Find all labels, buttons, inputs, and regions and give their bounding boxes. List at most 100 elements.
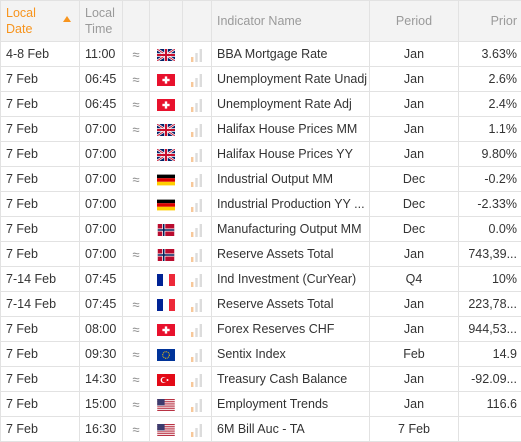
row-period: Jan [369,291,459,317]
row-importance [182,366,212,392]
table-row[interactable]: 7 Feb 15:00 ≈ Employment Trends Jan 116.6 [0,391,521,417]
row-importance [182,66,212,92]
row-indicator-name[interactable]: Treasury Cash Balance [211,366,370,392]
header-period[interactable]: Period [369,0,459,42]
row-period: Q4 [369,266,459,292]
row-local-time: 07:00 [79,216,123,242]
row-period: Jan [369,41,459,67]
table-row[interactable]: 7 Feb 07:00 ≈ Halifax House Prices MM Jan 1.1… [0,116,521,142]
uk-flag-icon [157,148,175,161]
row-indicator-name[interactable]: Halifax House Prices MM [211,116,370,142]
header-local-time[interactable]: Local Time [79,0,123,42]
volatility-icon: ≈ [132,396,140,412]
row-local-time: 16:30 [79,416,123,442]
switzerland-flag-icon [157,98,175,111]
importance-bars-icon [191,221,203,237]
row-local-date: 7 Feb [0,91,80,117]
row-local-date: 7-14 Feb [0,291,80,317]
row-local-date: 7 Feb [0,66,80,92]
row-local-time: 07:00 [79,191,123,217]
row-prior: 9.80% [458,141,521,167]
table-row[interactable]: 7 Feb 07:00 Industrial Production YY ... De… [0,191,521,217]
row-local-time: 06:45 [79,66,123,92]
importance-bars-icon [191,71,203,87]
row-importance [182,241,212,267]
table-row[interactable]: 7 Feb 07:00 Manufacturing Output MM Dec 0.0% [0,216,521,242]
row-indicator-name[interactable]: Sentix Index [211,341,370,367]
row-local-time: 14:30 [79,366,123,392]
row-prior: 2.4% [458,91,521,117]
row-prior: 223,78... [458,291,521,317]
table-row[interactable]: 7 Feb 09:30 ≈ Sentix Index Feb 14.9 [0,341,521,367]
row-indicator-name[interactable]: Employment Trends [211,391,370,417]
row-volatility [122,191,150,217]
row-volatility [122,141,150,167]
header-prior[interactable]: Prior [458,0,521,42]
row-country [149,116,183,142]
table-row[interactable]: 7 Feb 07:00 ≈ Reserve Assets Total Jan 743,39… [0,241,521,267]
row-prior [458,416,521,442]
importance-bars-icon [191,421,203,437]
volatility-icon: ≈ [132,96,140,112]
row-indicator-name[interactable]: Unemployment Rate Adj [211,91,370,117]
row-volatility: ≈ [122,116,150,142]
table-row[interactable]: 7 Feb 07:00 ≈ Industrial Output MM Dec -0.2% [0,166,521,192]
table-row[interactable]: 7 Feb 06:45 ≈ Unemployment Rate Adj Jan 2.4% [0,91,521,117]
row-local-date: 7 Feb [0,316,80,342]
row-indicator-name[interactable]: Forex Reserves CHF [211,316,370,342]
table-row[interactable]: 7-14 Feb 07:45 Ind Investment (CurYear) Q4 1… [0,266,521,292]
row-indicator-name[interactable]: BBA Mortgage Rate [211,41,370,67]
table-row[interactable]: 7 Feb 16:30 ≈6M Bill Auc - TA 7 Feb [0,416,521,442]
header-local-date[interactable]: Local Date [0,0,80,42]
row-volatility: ≈ [122,91,150,117]
header-indicator-name-label: Indicator Name [217,14,302,28]
row-period: Feb [369,341,459,367]
row-indicator-name[interactable]: Manufacturing Output MM [211,216,370,242]
row-importance [182,316,212,342]
row-local-time: 07:00 [79,241,123,267]
table-row[interactable]: 7-14 Feb 07:45 ≈ Reserve Assets Total Jan 223… [0,291,521,317]
row-prior: 3.63% [458,41,521,67]
row-country [149,416,183,442]
row-local-time: 15:00 [79,391,123,417]
row-indicator-name[interactable]: Unemployment Rate Unadj [211,66,370,92]
row-local-date: 7 Feb [0,416,80,442]
row-indicator-name[interactable]: Halifax House Prices YY [211,141,370,167]
row-country [149,266,183,292]
row-indicator-name[interactable]: Reserve Assets Total [211,291,370,317]
volatility-icon: ≈ [132,46,140,62]
row-country [149,366,183,392]
eu-flag-icon [157,348,175,361]
volatility-icon: ≈ [132,371,140,387]
row-local-date: 7 Feb [0,241,80,267]
table-row[interactable]: 4-8 Feb 11:00 ≈ BBA Mortgage Rate Jan 3.63% [0,41,521,67]
header-indicator-name[interactable]: Indicator Name [211,0,370,42]
row-volatility: ≈ [122,416,150,442]
header-prior-label: Prior [490,14,517,28]
row-indicator-name[interactable]: Industrial Output MM [211,166,370,192]
row-country [149,66,183,92]
row-prior: 743,39... [458,241,521,267]
row-volatility: ≈ [122,166,150,192]
header-period-label: Period [395,14,433,28]
table-row[interactable]: 7 Feb 14:30 ≈ Treasury Cash Balance Jan -92.0… [0,366,521,392]
row-importance [182,191,212,217]
header-row: Local Date Local Time Indicator Name Per… [0,0,521,42]
importance-bars-icon [191,396,203,412]
table-row[interactable]: 7 Feb 06:45 ≈ Unemployment Rate Unadj Jan 2.6… [0,66,521,92]
table-row[interactable]: 7 Feb 07:00 Halifax House Prices YY Jan 9.80… [0,141,521,167]
row-volatility [122,216,150,242]
row-period: Dec [369,191,459,217]
row-indicator-name[interactable]: Ind Investment (CurYear) [211,266,370,292]
volatility-icon: ≈ [132,296,140,312]
row-local-date: 7 Feb [0,191,80,217]
importance-bars-icon [191,121,203,137]
row-indicator-name[interactable]: 6M Bill Auc - TA [211,416,370,442]
row-country [149,141,183,167]
row-importance [182,291,212,317]
row-indicator-name[interactable]: Reserve Assets Total [211,241,370,267]
row-country [149,41,183,67]
row-indicator-name[interactable]: Industrial Production YY ... [211,191,370,217]
importance-bars-icon [191,246,203,262]
table-row[interactable]: 7 Feb 08:00 ≈ Forex Reserves CHF Jan 944,53..… [0,316,521,342]
